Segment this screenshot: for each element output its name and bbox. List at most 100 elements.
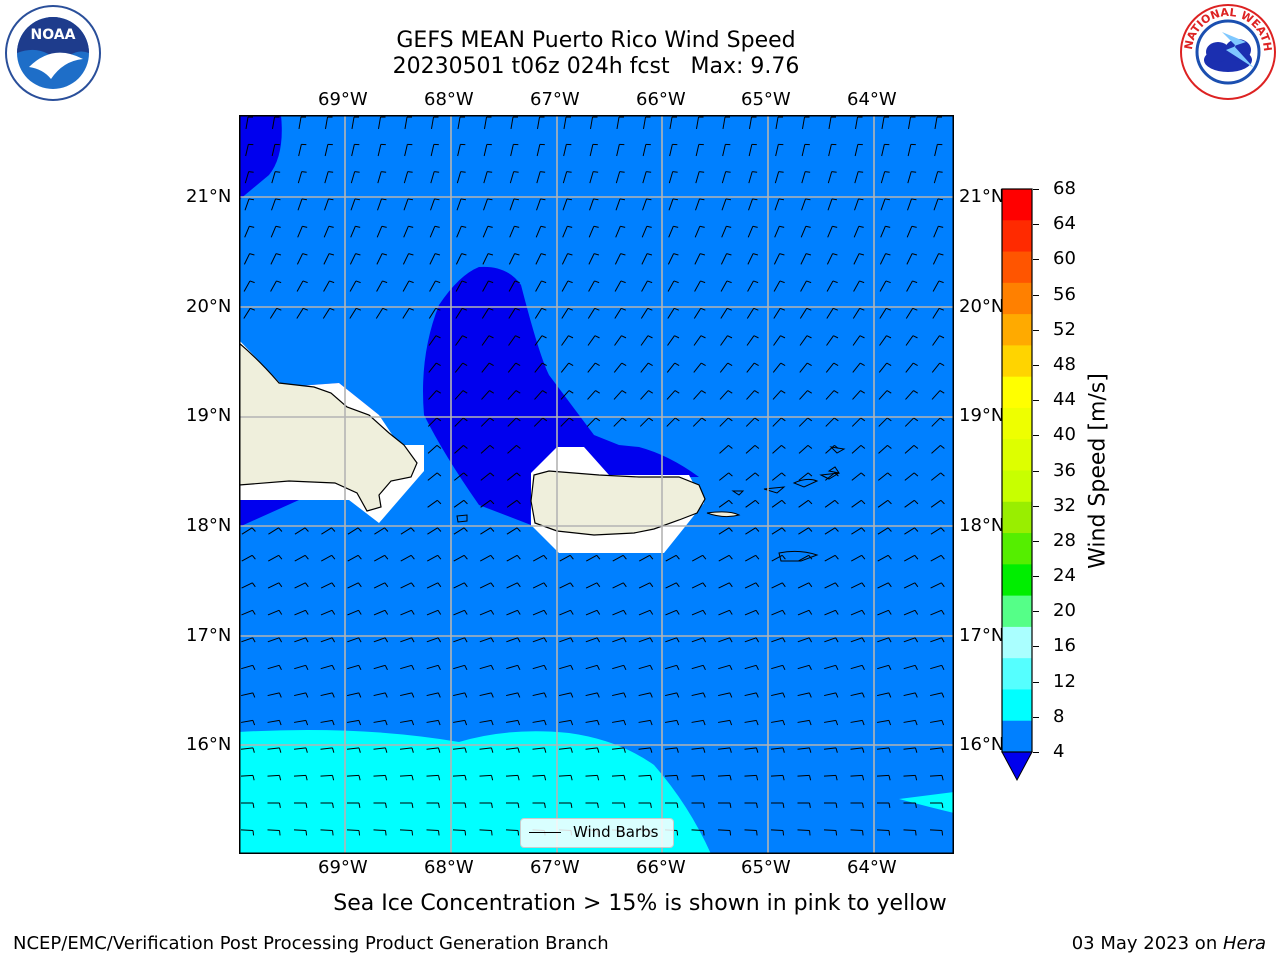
wind-barb <box>481 335 490 346</box>
wind-barb-flag <box>886 362 892 366</box>
wind-barbs <box>240 116 945 836</box>
wind-barb-flag <box>808 499 813 505</box>
wind-barb <box>877 527 889 535</box>
wind-barb <box>373 719 386 723</box>
wind-barb <box>611 774 625 777</box>
wind-barb-flag <box>729 830 732 836</box>
wind-barb <box>771 554 783 562</box>
wind-barb <box>560 390 570 400</box>
wind-barb-flag <box>331 747 335 753</box>
wind-barb <box>616 144 620 157</box>
wind-barb-flag <box>328 225 334 228</box>
wind-barb-flag <box>940 582 945 588</box>
wind-barb-flag <box>570 665 574 671</box>
wind-barb-flag <box>647 307 653 311</box>
wind-barb <box>509 198 515 211</box>
lon-label-top-68w: 68°W <box>424 89 474 110</box>
wind-barb-flag <box>702 830 705 836</box>
wind-barb <box>774 171 780 184</box>
wind-barb-flag <box>702 637 707 643</box>
colorbar-segment <box>1002 407 1032 440</box>
colorbar-segment <box>1002 470 1032 503</box>
wind-barb-flag <box>805 253 812 256</box>
wind-barb <box>402 308 410 319</box>
colorbar-segment <box>1002 595 1032 628</box>
wind-barb-flag <box>275 253 282 256</box>
wind-barb <box>826 335 834 346</box>
wind-barb-flag <box>305 665 309 671</box>
wind-barb-flag <box>914 692 918 698</box>
wind-barb <box>933 198 939 211</box>
wind-barb-flag <box>355 225 361 228</box>
colorbar-segment <box>1002 564 1032 597</box>
wind-barb-flag <box>835 747 838 753</box>
wind-barb-flag <box>834 527 839 532</box>
lat-label-left-20n: 20°N <box>186 296 232 317</box>
wind-barb-flag <box>915 775 918 781</box>
wind-barb-flag <box>888 830 891 836</box>
wind-barb <box>771 582 783 589</box>
wind-barb <box>267 719 280 723</box>
wind-barb-flag <box>885 280 891 284</box>
wind-barb <box>324 117 329 129</box>
wind-barb-flag <box>914 554 919 560</box>
wind-barb-flag <box>781 554 786 560</box>
wind-barb-flag <box>411 802 414 808</box>
wind-barb <box>691 829 704 831</box>
wind-barb <box>665 692 677 697</box>
wind-barb-flag <box>434 171 440 173</box>
wind-barb <box>903 609 916 616</box>
wind-barb-flag <box>411 692 415 698</box>
wind-barb-flag <box>517 637 521 643</box>
wind-barb-flag <box>649 554 654 560</box>
wind-barb-flag <box>593 198 599 201</box>
wind-barb <box>454 445 464 454</box>
wind-barb-flag <box>888 802 891 808</box>
wind-barb-flag <box>941 802 944 808</box>
wind-barb <box>534 308 543 319</box>
wind-barb <box>905 335 914 346</box>
wind-barb <box>639 417 650 427</box>
wind-barb-flag <box>305 692 309 698</box>
wind-barb-flag <box>832 225 838 228</box>
wind-barb <box>268 554 279 562</box>
wind-barb <box>376 226 383 238</box>
wind-barb <box>426 637 439 643</box>
wind-barb <box>665 664 677 670</box>
wind-barb <box>535 226 542 238</box>
wind-barb <box>666 417 676 427</box>
wind-barb <box>931 417 941 427</box>
wind-barb <box>347 664 359 670</box>
lon-label-bottom-65w: 65°W <box>741 857 791 878</box>
wind-barb <box>877 719 889 723</box>
wind-barb <box>347 582 359 589</box>
wind-barb <box>426 829 439 831</box>
wind-barb <box>638 664 651 670</box>
wind-barb <box>771 692 783 697</box>
wind-barb <box>772 362 782 373</box>
wind-barb <box>799 308 808 319</box>
wind-barb-flag <box>782 692 786 698</box>
wind-barb-flag <box>461 253 467 256</box>
wind-barb <box>693 390 702 400</box>
wind-barb <box>667 280 675 292</box>
wind-barb <box>824 499 836 508</box>
wind-barb-flag <box>516 554 521 560</box>
wind-barb <box>536 144 541 157</box>
wind-barb-flag <box>676 830 679 836</box>
wind-barb <box>349 308 357 319</box>
wind-barb-flag <box>887 527 892 532</box>
wind-barb <box>904 527 915 535</box>
wind-barb-flag <box>860 472 866 477</box>
wind-barb-flag <box>888 665 892 671</box>
wind-barb <box>854 171 859 184</box>
wind-barb-flag <box>937 198 944 201</box>
wind-barb-flag <box>621 335 627 339</box>
wind-barb-flag <box>596 665 600 671</box>
wind-barb-flag <box>806 362 812 366</box>
wind-barb-flag <box>570 775 573 781</box>
wind-barb-flag <box>914 610 919 615</box>
lat-label-right-20n: 20°N <box>959 296 1005 317</box>
wind-barb-flag <box>305 720 309 726</box>
wind-barb <box>323 226 330 238</box>
